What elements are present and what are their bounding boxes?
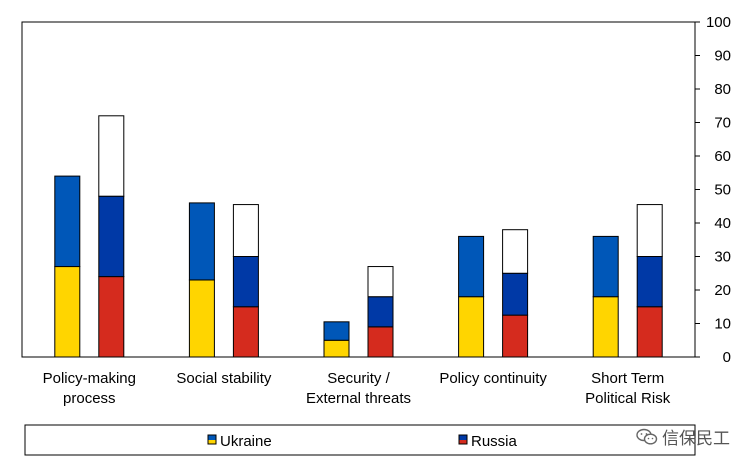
bar-ukraine-segment-2 xyxy=(188,202,215,281)
legend-swatch-top xyxy=(208,435,216,440)
bar-ukraine-segment-2 xyxy=(323,321,350,341)
x-tick-label: Security / xyxy=(327,370,390,387)
bar-russia-segment-3 xyxy=(232,204,259,257)
bar-ukraine-segment-1 xyxy=(458,296,485,358)
watermark: 信保民工 xyxy=(636,424,730,449)
y-tick-label: 100 xyxy=(706,14,731,31)
bar-ukraine-segment-1 xyxy=(188,279,215,358)
y-tick-label: 50 xyxy=(714,182,731,199)
legend-label: Russia xyxy=(471,433,518,450)
legend-swatch-bottom xyxy=(208,440,216,444)
legend-box xyxy=(24,424,696,456)
y-tick-label: 80 xyxy=(714,81,731,98)
y-tick-label: 30 xyxy=(714,249,731,266)
y-tick-label: 10 xyxy=(714,316,731,333)
bar-ukraine-segment-2 xyxy=(592,235,619,298)
legend-swatch xyxy=(207,434,217,445)
bar-russia-segment-1 xyxy=(367,326,394,358)
y-tick-label: 90 xyxy=(714,48,731,65)
plot-area xyxy=(21,21,696,358)
watermark-text: 信保民工 xyxy=(662,429,730,449)
x-tick-label: Policy continuity xyxy=(439,370,547,387)
x-tick-label: Social stability xyxy=(176,370,272,387)
bar-russia-segment-1 xyxy=(232,306,259,358)
x-tick-label: Political Risk xyxy=(585,390,671,407)
bar-russia-segment-3 xyxy=(98,115,125,197)
bar-russia-segment-3 xyxy=(367,266,394,298)
bar-ukraine-segment-1 xyxy=(323,339,350,358)
y-tick-label: 0 xyxy=(723,349,731,366)
y-tick-label: 60 xyxy=(714,148,731,165)
legend-label: Ukraine xyxy=(220,433,272,450)
bar-ukraine-segment-2 xyxy=(54,175,81,268)
bar-ukraine-segment-1 xyxy=(592,296,619,358)
bar-ukraine-segment-2 xyxy=(458,235,485,298)
bar-ukraine-segment-1 xyxy=(54,266,81,358)
bar-russia-segment-2 xyxy=(502,272,529,316)
bar-russia-segment-2 xyxy=(232,256,259,308)
bar-russia-segment-3 xyxy=(636,204,663,257)
x-tick-label: External threats xyxy=(306,390,411,407)
x-tick-label: Short Term xyxy=(591,370,664,387)
bar-russia-segment-3 xyxy=(502,229,529,274)
bar-russia-segment-2 xyxy=(98,195,125,278)
legend-swatch-top xyxy=(459,435,467,440)
x-tick-label: process xyxy=(63,390,116,407)
bar-russia-segment-1 xyxy=(98,276,125,358)
bar-russia-segment-1 xyxy=(502,314,529,358)
legend-swatch xyxy=(458,434,468,445)
y-tick-label: 70 xyxy=(714,115,731,132)
bar-russia-segment-2 xyxy=(367,296,394,328)
bar-russia-segment-2 xyxy=(636,256,663,308)
bar-russia-segment-1 xyxy=(636,306,663,358)
x-tick-label: Policy-making xyxy=(43,370,136,387)
legend-swatch-bottom xyxy=(459,440,467,444)
wechat-icon xyxy=(636,428,658,445)
y-tick-label: 20 xyxy=(714,282,731,299)
y-tick-label: 40 xyxy=(714,215,731,232)
